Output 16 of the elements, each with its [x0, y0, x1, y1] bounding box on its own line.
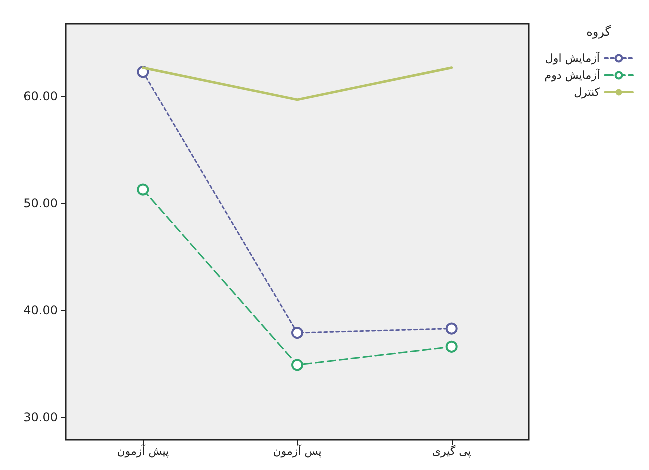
- y-tick-label: 60.00: [24, 90, 58, 104]
- legend-label: آزمایش دوم: [544, 68, 601, 82]
- legend-title: گروه: [586, 25, 612, 39]
- y-tick-label: 50.00: [24, 196, 58, 211]
- point: [292, 359, 304, 372]
- x-tick-label: پس آزمون: [273, 444, 322, 458]
- point: [446, 322, 458, 335]
- point: [137, 184, 150, 196]
- legend-label: آزمایش اول: [545, 51, 601, 65]
- point: [446, 340, 458, 353]
- x-tick-label: پی گیری: [432, 445, 472, 458]
- x-tick-label: پیش آزمون: [117, 444, 170, 458]
- point: [292, 327, 304, 340]
- y-tick-label: 30.00: [24, 410, 58, 425]
- legend-label: کنترل: [574, 86, 601, 99]
- y-tick-label: 40.00: [24, 304, 58, 318]
